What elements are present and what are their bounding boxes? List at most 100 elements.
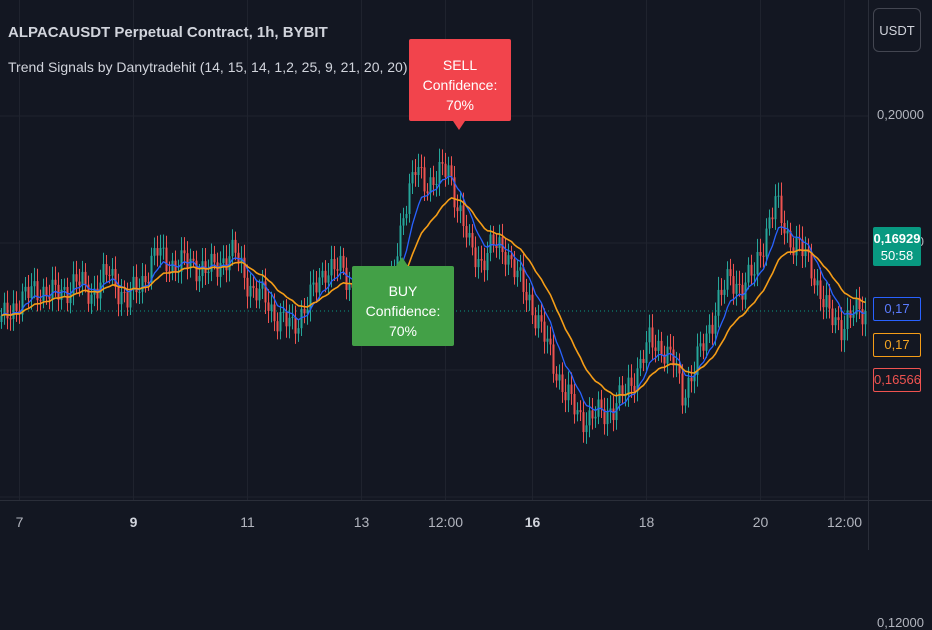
candle-body (735, 283, 738, 294)
candle-body (789, 230, 792, 248)
candle-body (657, 340, 660, 351)
red-value-tag: 0,16566 (873, 368, 921, 392)
candle-body (282, 311, 285, 313)
candle-body (804, 249, 807, 257)
candle-body (411, 172, 414, 184)
candle-body (294, 316, 297, 334)
candle-body (12, 303, 15, 319)
candle-body (186, 253, 189, 269)
sell-signal-label: SELL Confidence: 70% (409, 39, 511, 130)
candle-body (822, 299, 825, 308)
candle-body (702, 343, 705, 351)
candle-body (543, 321, 546, 342)
candle-body (423, 167, 426, 192)
candle-body (840, 320, 843, 341)
candle-body (834, 317, 837, 326)
candle-body (711, 324, 714, 334)
candle-body (768, 217, 771, 229)
candle-body (615, 403, 618, 421)
candle-body (843, 329, 846, 341)
candle-body (645, 342, 648, 363)
candle-body (465, 226, 468, 238)
candle-body (528, 294, 531, 301)
candle-body (306, 309, 309, 314)
candle-body (339, 255, 342, 271)
candle-body (195, 260, 198, 282)
time-tick-label: 11 (240, 514, 255, 530)
candle-body (291, 316, 294, 318)
candle-body (609, 408, 612, 412)
candle-body (672, 349, 675, 366)
candle-body (162, 247, 165, 249)
candle-body (537, 315, 540, 329)
candle-body (861, 309, 864, 325)
candle-body (399, 225, 402, 257)
candle-body (858, 297, 861, 310)
candle-body (699, 343, 702, 347)
currency-button[interactable]: USDT (873, 8, 921, 52)
candle-body (129, 290, 132, 308)
candle-body (795, 237, 798, 256)
time-tick-label: 16 (524, 514, 541, 530)
candle-body (189, 258, 192, 269)
candle-body (585, 425, 588, 433)
candle-body (246, 277, 249, 297)
candle-body (570, 384, 573, 394)
candle-body (420, 167, 423, 169)
candle-body (432, 177, 435, 186)
candle-body (558, 374, 561, 381)
candle-body (102, 264, 105, 283)
candle-body (564, 392, 567, 401)
time-tick-label: 12:00 (826, 514, 863, 530)
candle-body (510, 255, 513, 260)
candle-body (219, 263, 222, 277)
candle-body (654, 347, 657, 351)
candle-body (486, 253, 489, 271)
candle-body (450, 165, 453, 178)
candle-body (153, 248, 156, 256)
symbol-title[interactable]: ALPACAUSDT Perpetual Contract, 1h, BYBIT (8, 24, 328, 41)
candle-body (273, 304, 276, 322)
candle-body (30, 286, 33, 298)
candle-body (582, 412, 585, 433)
candle-body (756, 251, 759, 275)
candle-body (69, 293, 72, 304)
candle-body (606, 411, 609, 425)
candle-body (831, 308, 834, 326)
candle-body (780, 195, 783, 224)
candle-body (750, 264, 753, 276)
candle-body (327, 275, 330, 283)
bar-countdown: 50:58 (880, 248, 914, 263)
candle-body (504, 252, 507, 265)
candle-body (753, 274, 756, 276)
candle-body (633, 385, 636, 392)
candle-body (519, 267, 522, 271)
candle-body (720, 289, 723, 295)
candle-body (765, 228, 768, 257)
candle-body (522, 267, 525, 292)
candle-body (741, 284, 744, 300)
candle-body (468, 232, 471, 238)
candle-body (726, 269, 729, 290)
candle-body (108, 274, 111, 276)
candle-body (492, 234, 495, 245)
candle-body (567, 384, 570, 401)
candle-body (324, 270, 327, 283)
candle-body (315, 282, 318, 293)
candle-body (660, 340, 663, 355)
candle-body (810, 252, 813, 279)
candle-body (297, 328, 300, 334)
fast-ma-line (1, 175, 866, 414)
candle-body (435, 183, 438, 186)
candle-body (105, 264, 108, 275)
fast-ma-tag: 0,17 (873, 297, 921, 321)
candle-body (45, 286, 48, 297)
candle-body (627, 377, 630, 396)
candle-body (342, 255, 345, 268)
candle-body (147, 282, 150, 284)
indicator-legend[interactable]: Trend Signals by Danytradehit (14, 15, 1… (8, 59, 408, 75)
slow-ma-tag: 0,17 (873, 333, 921, 357)
buy-label: BUY (388, 283, 418, 299)
candle-body (525, 291, 528, 301)
candle-body (762, 255, 765, 257)
